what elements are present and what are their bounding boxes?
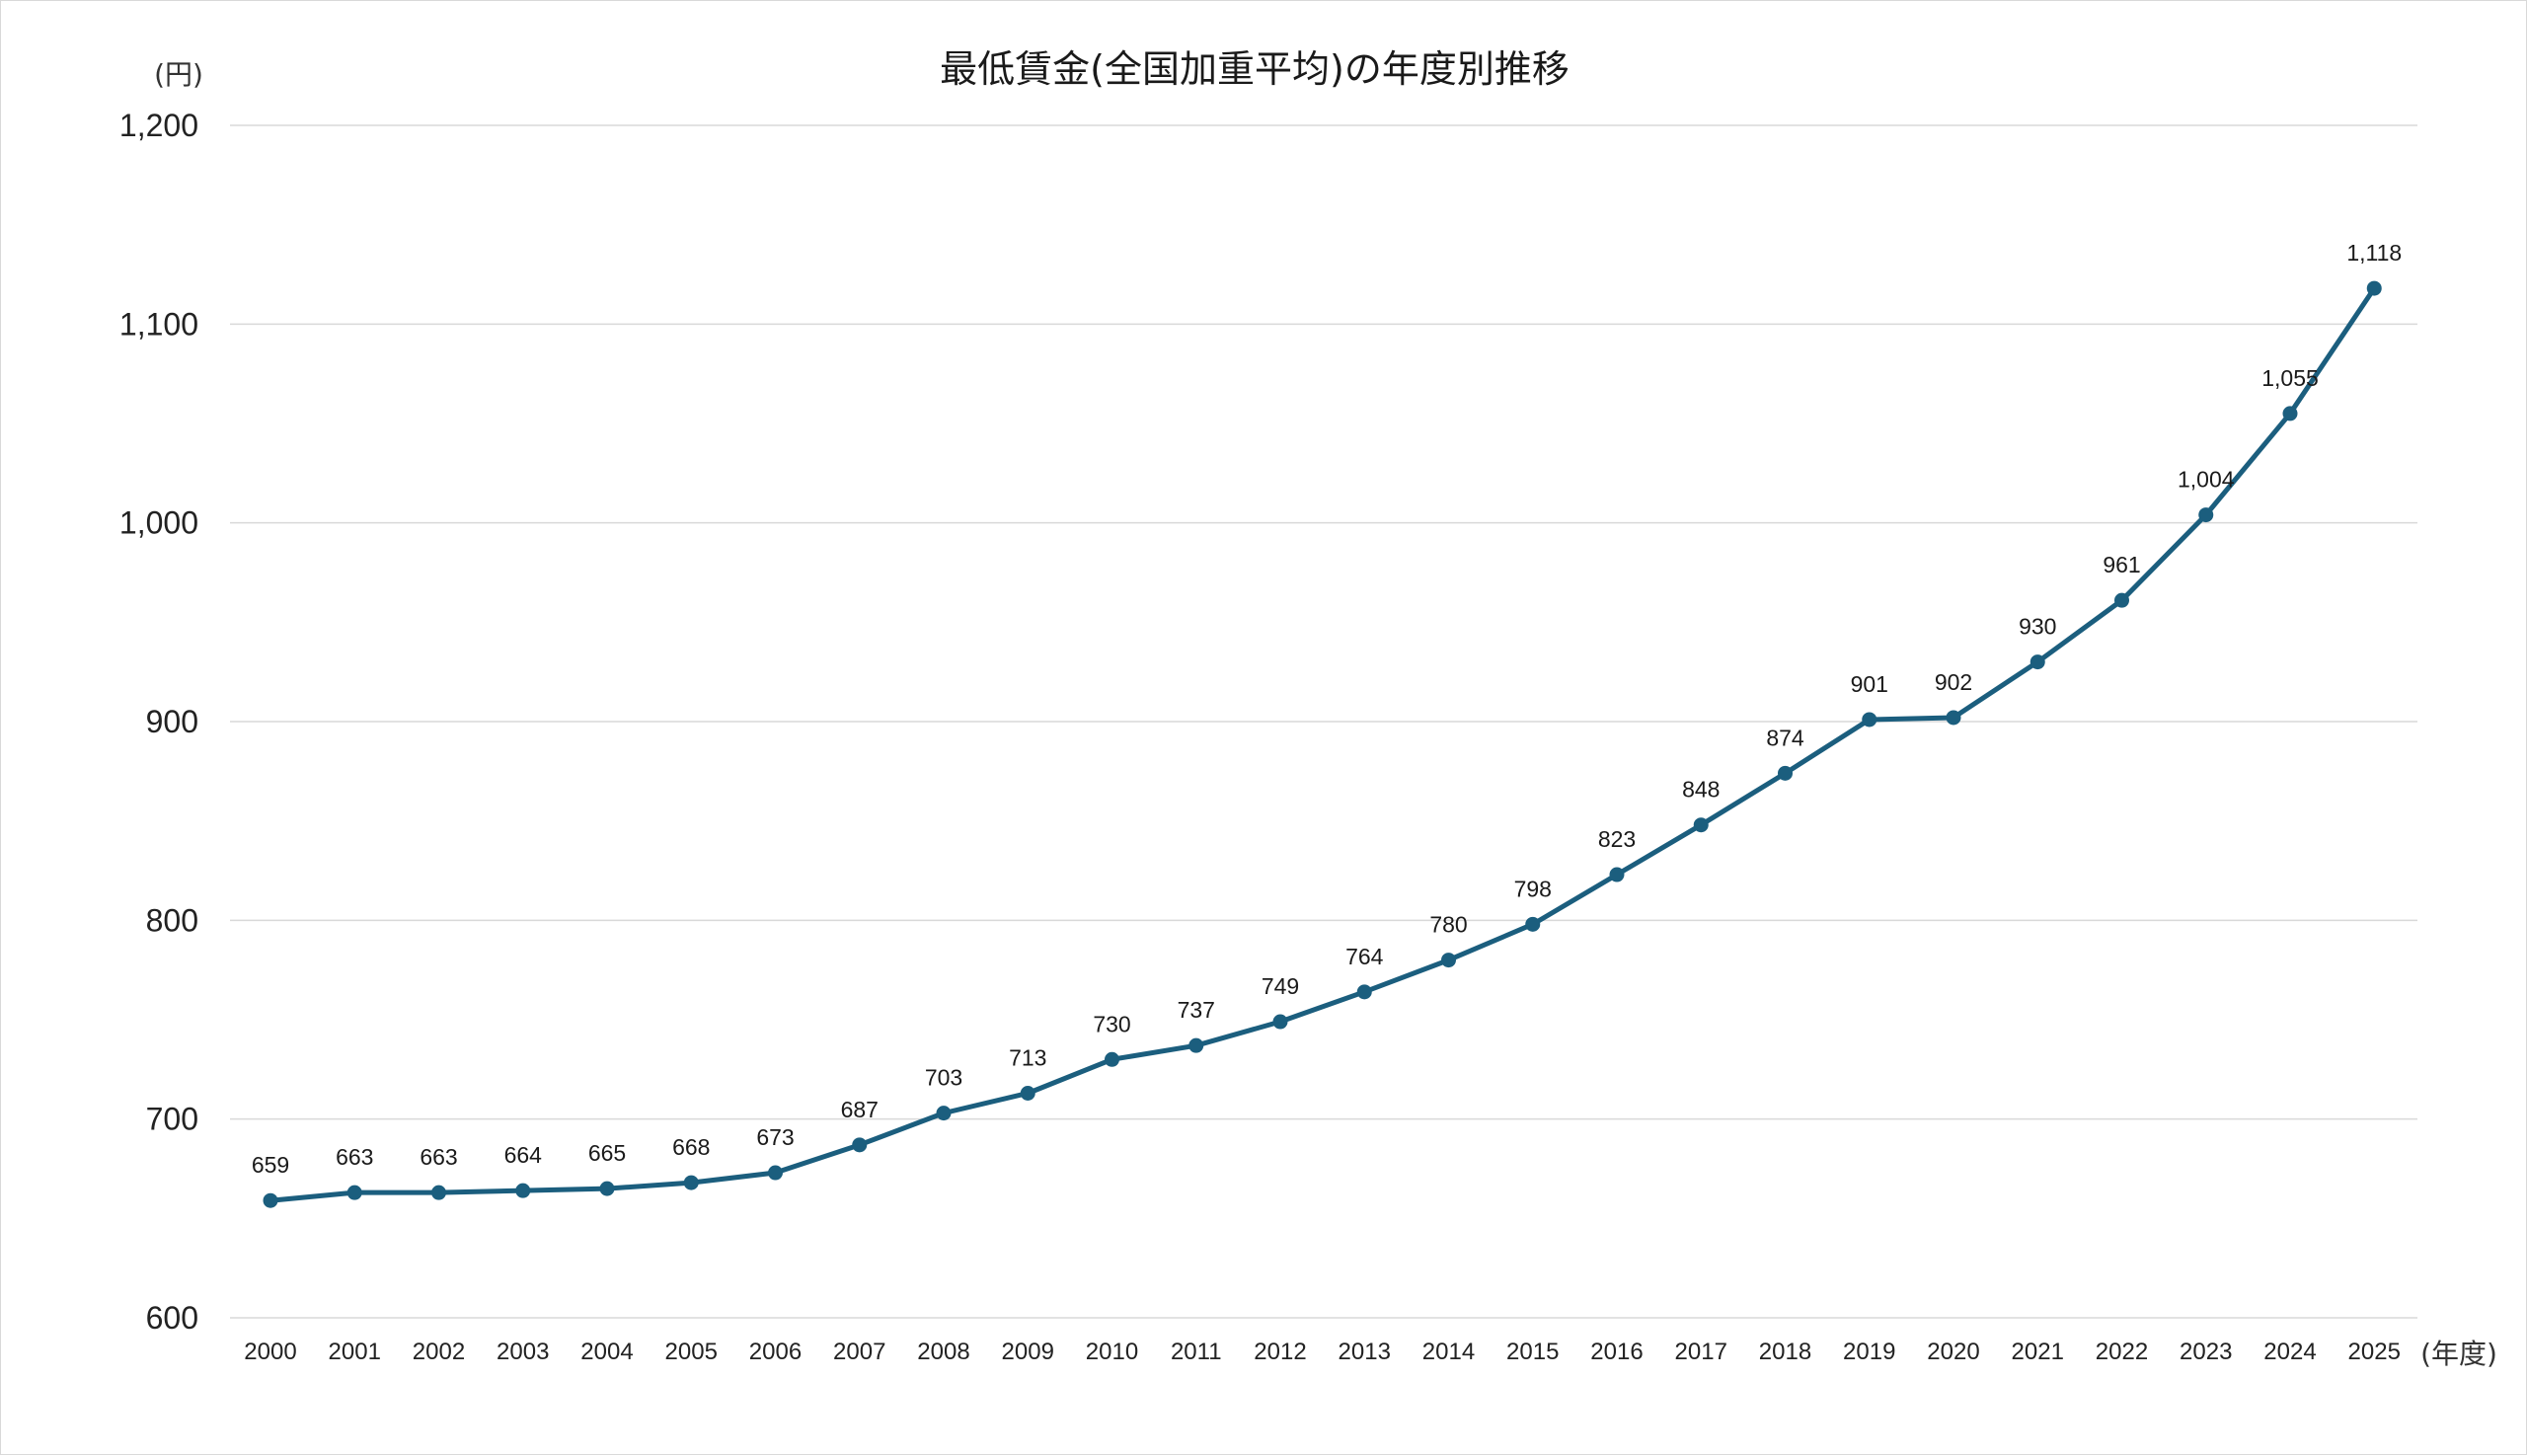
x-tick-label-2025: 2025 bbox=[2348, 1339, 2401, 1365]
data-label-2018: 874 bbox=[1766, 725, 1804, 750]
data-label-2015: 798 bbox=[1514, 876, 1552, 901]
x-tick-label-2015: 2015 bbox=[1506, 1339, 1559, 1365]
data-point-2013 bbox=[1356, 984, 1372, 1000]
y-tick-label-1000: 1,000 bbox=[119, 505, 198, 541]
data-point-2014 bbox=[1441, 953, 1456, 968]
data-point-2020 bbox=[1946, 710, 1961, 726]
data-point-2001 bbox=[346, 1185, 362, 1200]
series-line bbox=[268, 285, 2377, 1203]
data-label-2001: 663 bbox=[336, 1144, 373, 1170]
data-label-2004: 665 bbox=[588, 1140, 626, 1166]
data-point-2002 bbox=[431, 1185, 446, 1200]
x-tick-label-2013: 2013 bbox=[1339, 1339, 1391, 1365]
data-label-2000: 659 bbox=[252, 1152, 289, 1178]
data-point-2006 bbox=[768, 1165, 783, 1181]
x-tick-label-2010: 2010 bbox=[1086, 1339, 1138, 1365]
data-label-2007: 687 bbox=[841, 1097, 879, 1122]
data-label-2014: 780 bbox=[1429, 912, 1467, 938]
data-point-2018 bbox=[1778, 765, 1793, 781]
data-point-2003 bbox=[515, 1183, 531, 1198]
x-tick-label-2022: 2022 bbox=[2096, 1339, 2148, 1365]
x-tick-label-2002: 2002 bbox=[413, 1339, 465, 1365]
data-point-2015 bbox=[1525, 916, 1541, 932]
data-label-2008: 703 bbox=[925, 1065, 962, 1091]
y-tick-label-1100: 1,100 bbox=[119, 306, 198, 342]
x-tick-label-2017: 2017 bbox=[1675, 1339, 1727, 1365]
data-point-2010 bbox=[1105, 1051, 1119, 1067]
x-tick-label-2019: 2019 bbox=[1843, 1339, 1895, 1365]
data-point-2023 bbox=[2198, 507, 2214, 523]
x-axis-ticks: 2000 2001 2002 2003 2004 2005 2006 2007 2008 2009… bbox=[244, 1339, 2401, 1365]
x-tick-label-2003: 2003 bbox=[497, 1339, 549, 1365]
gridlines bbox=[230, 124, 2417, 1319]
data-label-2006: 673 bbox=[756, 1124, 794, 1150]
data-labels: 659 663 663 664 665 668 673 687 703 713 730 737 749 7… bbox=[252, 240, 2402, 1178]
data-points bbox=[263, 280, 2382, 1208]
data-label-2016: 823 bbox=[1598, 826, 1636, 852]
data-point-2022 bbox=[2114, 592, 2129, 608]
data-point-2025 bbox=[2366, 280, 2382, 296]
data-label-2011: 737 bbox=[1178, 997, 1215, 1023]
y-tick-label-700: 700 bbox=[146, 1102, 198, 1137]
data-point-2011 bbox=[1188, 1037, 1204, 1053]
x-tick-label-2018: 2018 bbox=[1759, 1339, 1811, 1365]
data-point-2016 bbox=[1609, 867, 1625, 882]
x-tick-label-2012: 2012 bbox=[1254, 1339, 1306, 1365]
data-label-2025: 1,118 bbox=[2346, 240, 2402, 266]
x-axis-unit-label: (年度) bbox=[2420, 1338, 2497, 1370]
data-label-2002: 663 bbox=[420, 1144, 457, 1170]
x-tick-label-2006: 2006 bbox=[749, 1339, 802, 1365]
data-label-2013: 764 bbox=[1345, 944, 1384, 969]
data-label-2019: 901 bbox=[1851, 671, 1888, 697]
data-label-2022: 961 bbox=[2103, 552, 2140, 577]
x-tick-label-2009: 2009 bbox=[1002, 1339, 1054, 1365]
x-tick-label-2005: 2005 bbox=[665, 1339, 718, 1365]
y-tick-label-1200: 1,200 bbox=[119, 108, 198, 143]
data-label-2005: 668 bbox=[672, 1134, 710, 1160]
data-label-2009: 713 bbox=[1009, 1044, 1046, 1070]
y-axis-unit-label: (円) bbox=[154, 58, 203, 91]
y-tick-label-600: 600 bbox=[146, 1300, 198, 1336]
data-label-2010: 730 bbox=[1093, 1011, 1130, 1036]
x-tick-label-2016: 2016 bbox=[1590, 1339, 1643, 1365]
x-tick-label-2014: 2014 bbox=[1422, 1339, 1475, 1365]
x-tick-label-2007: 2007 bbox=[833, 1339, 885, 1365]
data-label-2003: 664 bbox=[504, 1142, 543, 1168]
data-label-2017: 848 bbox=[1682, 777, 1720, 803]
y-tick-label-800: 800 bbox=[146, 902, 198, 938]
data-point-2008 bbox=[936, 1106, 952, 1121]
x-tick-label-2011: 2011 bbox=[1171, 1339, 1222, 1365]
y-axis-ticks: 600 700 800 900 1,000 1,100 1,200 bbox=[119, 108, 198, 1336]
x-tick-label-2004: 2004 bbox=[580, 1339, 633, 1365]
data-point-2024 bbox=[2282, 406, 2298, 421]
data-point-2004 bbox=[599, 1181, 615, 1196]
x-tick-label-2020: 2020 bbox=[1927, 1339, 1979, 1365]
data-point-2021 bbox=[2029, 654, 2045, 670]
data-point-2019 bbox=[1862, 712, 1877, 728]
data-label-2023: 1,004 bbox=[2178, 467, 2235, 493]
x-tick-label-2000: 2000 bbox=[244, 1339, 296, 1365]
data-point-2007 bbox=[852, 1137, 868, 1153]
data-point-2000 bbox=[263, 1192, 278, 1208]
data-label-2020: 902 bbox=[1935, 669, 1972, 695]
x-tick-label-2001: 2001 bbox=[329, 1339, 381, 1365]
x-tick-label-2024: 2024 bbox=[2263, 1339, 2316, 1365]
data-point-2012 bbox=[1272, 1014, 1288, 1030]
data-point-2017 bbox=[1693, 817, 1709, 833]
data-label-2024: 1,055 bbox=[2261, 365, 2319, 391]
data-point-2009 bbox=[1020, 1085, 1035, 1101]
x-tick-label-2023: 2023 bbox=[2180, 1339, 2232, 1365]
data-point-2005 bbox=[683, 1175, 699, 1190]
data-label-2012: 749 bbox=[1262, 973, 1299, 999]
data-label-2021: 930 bbox=[2019, 614, 2056, 640]
x-tick-label-2008: 2008 bbox=[917, 1339, 969, 1365]
y-tick-label-900: 900 bbox=[146, 704, 198, 739]
x-tick-label-2021: 2021 bbox=[2012, 1339, 2064, 1365]
chart-title: 最低賃金(全国加重平均)の年度別推移 bbox=[940, 47, 1570, 91]
